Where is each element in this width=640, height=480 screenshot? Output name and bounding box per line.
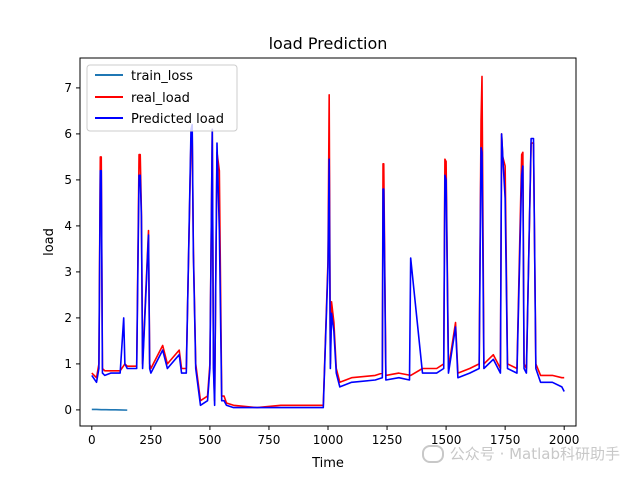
y-tick-label: 0 (64, 403, 72, 417)
watermark: 公众号 · Matlab科研助手 (421, 443, 620, 464)
legend-label-train-loss: train_loss (131, 69, 193, 84)
wechat-icon (421, 444, 444, 463)
x-tick-label: 1250 (372, 433, 403, 447)
y-tick-label: 5 (64, 173, 72, 187)
x-tick-label: 1500 (431, 433, 462, 447)
series-line-train-loss (91, 408, 128, 411)
x-tick-label: 2000 (549, 433, 580, 447)
x-tick-label: 250 (139, 433, 162, 447)
x-tick-label: 750 (257, 433, 280, 447)
series-layer (91, 75, 565, 411)
series-line-predicted-load (91, 123, 565, 409)
y-tick-label: 2 (64, 311, 72, 325)
x-tick-label: 1750 (490, 433, 521, 447)
x-tick-label: 500 (198, 433, 221, 447)
x-tick-label: 1000 (313, 433, 344, 447)
legend-frame (86, 64, 238, 132)
legend-label-predicted-load: Predicted load (131, 112, 224, 127)
y-tick-label: 4 (64, 219, 72, 233)
watermark-text: 公众号 · Matlab科研助手 (449, 445, 620, 463)
y-tick-label: 6 (64, 127, 72, 141)
x-tick-label: 0 (88, 433, 96, 447)
chart-title: load Prediction (269, 34, 388, 53)
y-axis-label: load (42, 228, 57, 256)
legend-label-real-load: real_load (131, 91, 190, 106)
y-tick-label: 1 (64, 357, 72, 371)
x-axis: 0 250 500 750 1000 1250 1500 1750 2000 (88, 426, 579, 447)
legend: train_loss real_load Predicted load (86, 64, 238, 132)
y-tick-label: 7 (64, 81, 72, 95)
x-axis-label: Time (311, 456, 344, 471)
y-tick-label: 3 (64, 265, 72, 279)
y-axis: 0 1 2 3 4 5 6 7 (64, 81, 80, 417)
